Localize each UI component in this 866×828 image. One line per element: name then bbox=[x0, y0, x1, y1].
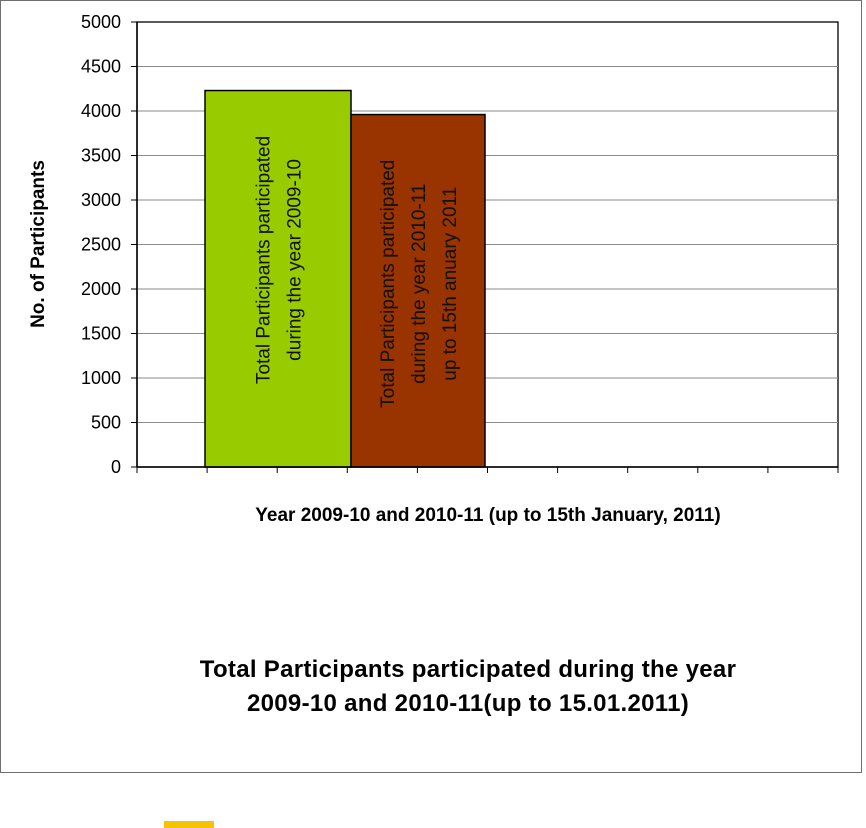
bar-2 bbox=[350, 113, 486, 468]
y-tick-label: 500 bbox=[91, 413, 121, 433]
y-tick-label: 4000 bbox=[81, 101, 121, 121]
bar-2-label: Total Participants participated during th… bbox=[378, 160, 461, 408]
bar-1-label: Total Participants participated during th… bbox=[254, 136, 306, 384]
legend-swatch bbox=[164, 821, 214, 828]
y-tick-label: 1000 bbox=[81, 368, 121, 388]
axes bbox=[136, 22, 839, 473]
y-tick-label: 4500 bbox=[81, 57, 121, 77]
y-tick-label: 3000 bbox=[81, 190, 121, 210]
bar-label-line: up to 15th anuary 2011 bbox=[440, 187, 461, 381]
y-tick-label: 2500 bbox=[81, 235, 121, 255]
y-tick-label: 0 bbox=[111, 457, 121, 477]
bar-1 bbox=[204, 89, 352, 468]
y-tick-label: 1500 bbox=[81, 324, 121, 344]
chart-title-line-2: 2009-10 and 2010-11(up to 15.01.2011) bbox=[247, 690, 689, 717]
y-tick-label: 5000 bbox=[81, 12, 121, 32]
x-axis-title: Year 2009-10 and 2010-11 (up to 15th Jan… bbox=[255, 505, 720, 526]
bar-label-line: Total Participants participated bbox=[254, 136, 275, 384]
bars: Total Participants participated during th… bbox=[204, 89, 486, 468]
bar-label-line: during the year 2010-11 bbox=[409, 184, 430, 384]
y-axis-ticks: 0 500 1000 1500 2000 2500 3000 3500 4000 4500 5000 bbox=[81, 12, 137, 477]
bar-label-line: during the year 2009-10 bbox=[285, 159, 306, 361]
y-tick-label: 2000 bbox=[81, 279, 121, 299]
bar-label-line: Total Participants participated bbox=[378, 160, 399, 408]
chart-title-line-1: Total Participants participated during t… bbox=[200, 656, 736, 683]
y-tick-label: 3500 bbox=[81, 146, 121, 166]
y-axis-title: No. of Participants bbox=[28, 160, 49, 328]
